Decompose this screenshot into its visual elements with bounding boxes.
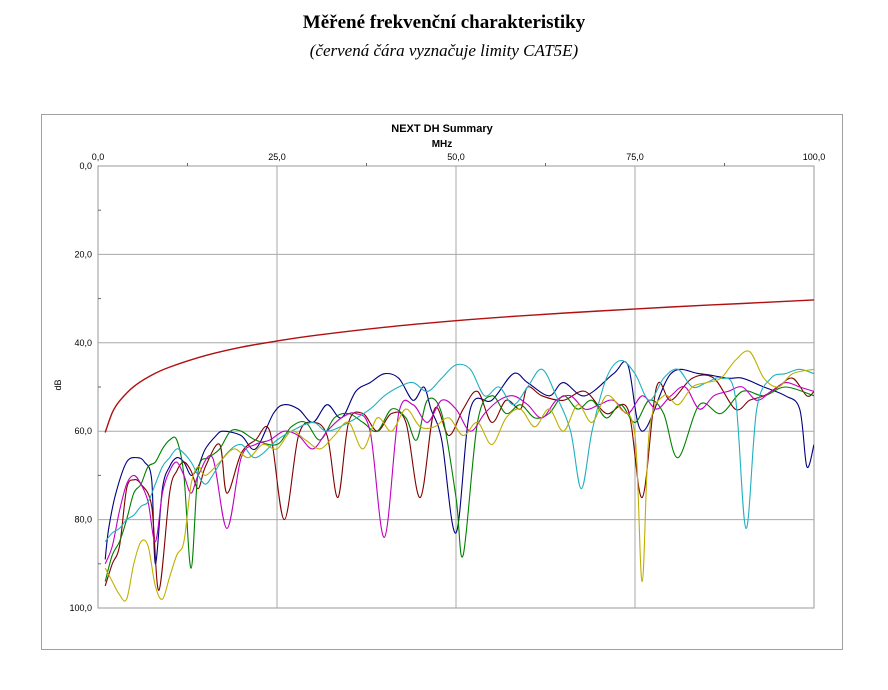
series-line-3 (104, 386, 814, 582)
chart-frame: 0,0 25,0 50,0 75,0 100,0 0,0 20,0 40,0 60,0 80,0 1… (41, 114, 843, 650)
x-tick-label: 0,0 (92, 152, 105, 162)
y-tick-label: 20,0 (74, 249, 92, 259)
series-line-4 (104, 381, 814, 565)
grid-layer (97, 163, 815, 609)
y-tick-label: 60,0 (74, 426, 92, 436)
x-tick-label: 50,0 (447, 152, 465, 162)
chart-title: NEXT DH Summary (391, 123, 493, 135)
series-line-2 (104, 374, 814, 591)
y-tick-label: 40,0 (74, 338, 92, 348)
document-title: Měřené frekvenční charakteristiky (302, 12, 586, 33)
tick-layer: 0,0 25,0 50,0 75,0 100,0 0,0 20,0 40,0 60,0 80,0 1… (69, 152, 825, 613)
series-layer (104, 350, 814, 602)
series-line-6 (104, 350, 814, 602)
cat5e-limit-line (104, 299, 814, 433)
series-line-5 (104, 359, 814, 543)
limit-layer (104, 299, 814, 433)
document-subtitle: (červená čára vyznačuje limity CAT5E) (309, 41, 579, 60)
y-tick-label: 80,0 (74, 515, 92, 525)
x-tick-label: 25,0 (268, 152, 286, 162)
series-line-1 (104, 360, 814, 565)
chart-svg: 0,0 25,0 50,0 75,0 100,0 0,0 20,0 40,0 60,0 80,0 1… (53, 123, 825, 613)
y-tick-label: 100,0 (69, 603, 92, 613)
y-axis-label: dB (53, 379, 63, 390)
x-tick-label: 75,0 (626, 152, 644, 162)
y-tick-label: 0,0 (79, 161, 92, 171)
x-axis-label: MHz (432, 139, 453, 150)
x-tick-label: 100,0 (803, 152, 826, 162)
